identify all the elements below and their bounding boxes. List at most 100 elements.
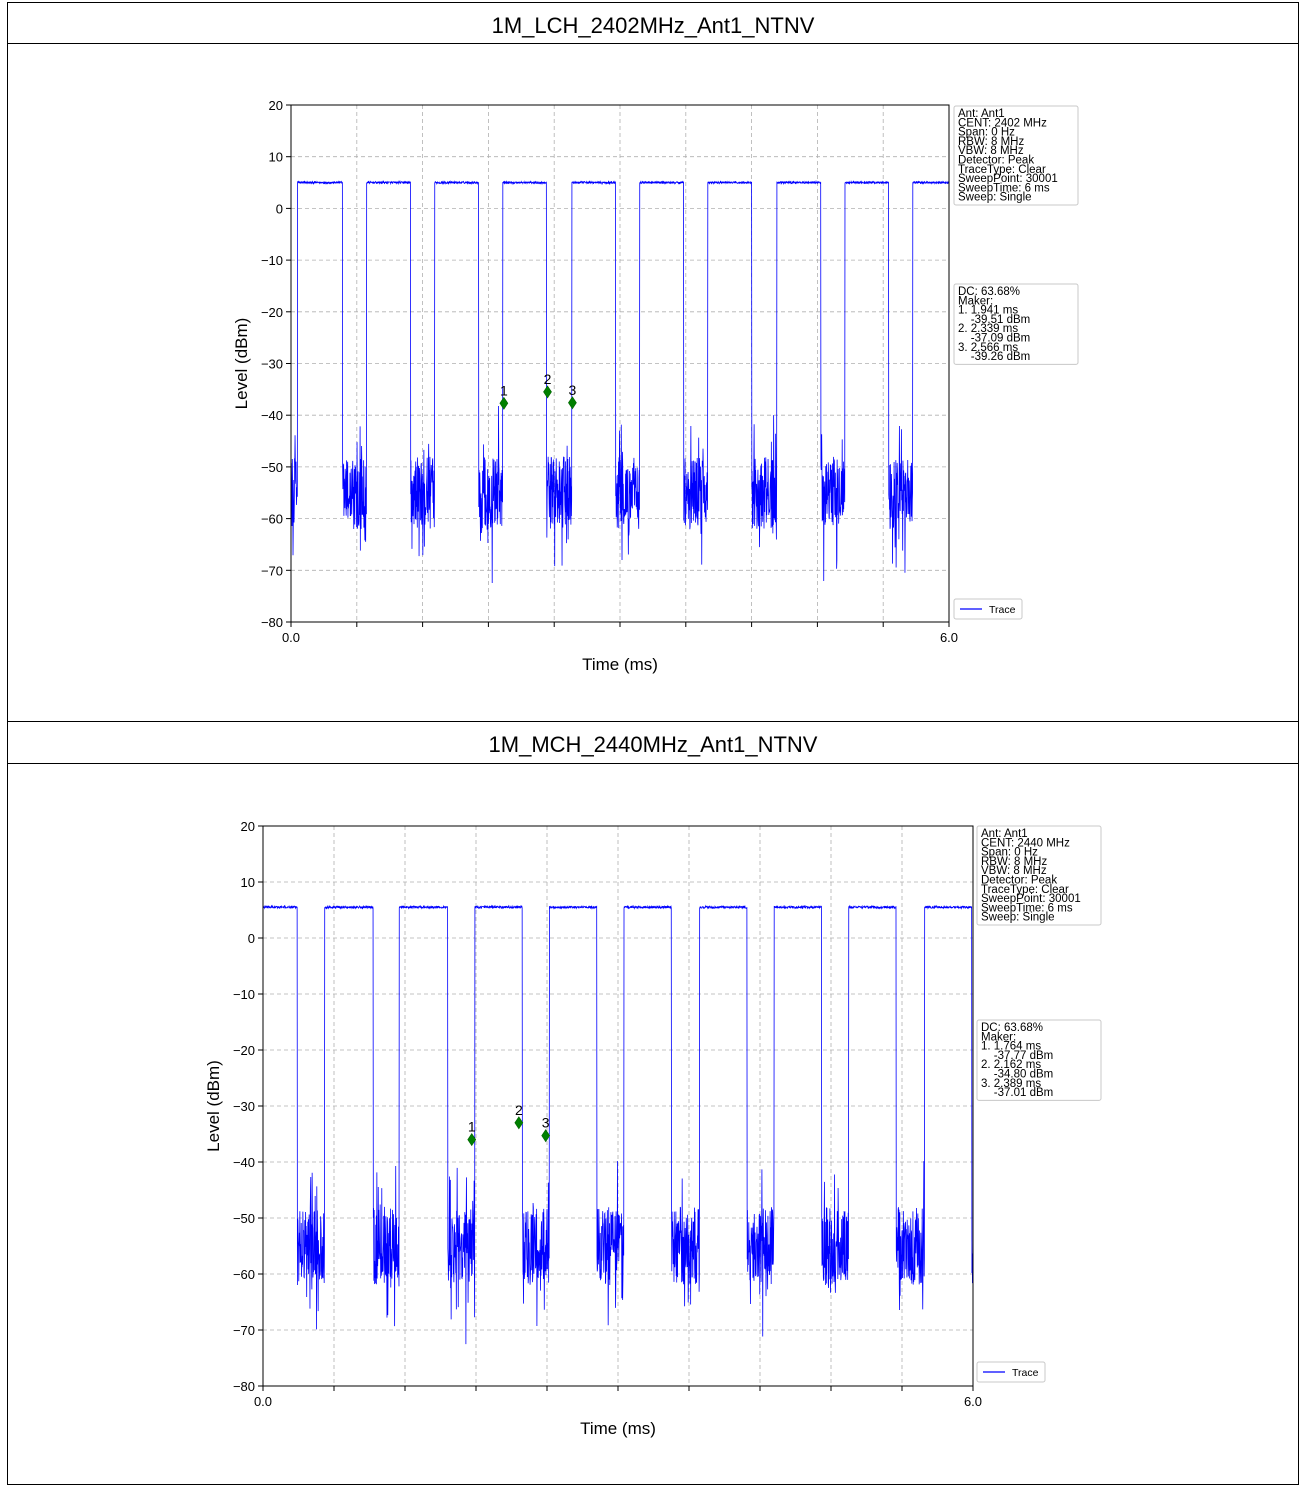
info-box-line: Ant: Ant1	[981, 828, 1028, 840]
info-box-line: RBW: 8 MHz	[958, 136, 1024, 148]
y-tick-label: −30	[233, 1099, 255, 1114]
chart-mch: 1 2 3 20 10 0 −10 −20 −30 −40 −50 −60 −70 −800.0 6.0 Ti…	[204, 819, 1102, 1438]
trace-line	[262, 904, 974, 1345]
marker-box-line: -37.77 dBm	[981, 1050, 1053, 1062]
info-box-line: RBW: 8 MHz	[981, 856, 1047, 868]
chart-title: 1M_LCH_2402MHz_Ant1_NTNV	[491, 13, 815, 38]
legend-label: Trace	[989, 604, 1016, 616]
marker-box-line: 3. 2.566 ms	[958, 342, 1018, 354]
info-box-line: VBW: 8 MHz	[981, 865, 1047, 877]
marker-box-line: -34.80 dBm	[981, 1069, 1053, 1081]
marker-box-frame	[976, 1019, 1102, 1101]
legend-label: Trace	[1012, 1367, 1039, 1379]
info-box-line: Sweep: Single	[958, 192, 1032, 204]
y-tick-label: 20	[241, 819, 255, 834]
y-tick-label: −70	[261, 563, 283, 578]
y-tick-label: −60	[261, 512, 283, 527]
info-box-line: Sweep: Single	[981, 912, 1055, 924]
y-tick-label: −10	[233, 987, 255, 1002]
marker-point	[499, 396, 509, 410]
info-box-line: SweepPoint: 30001	[958, 173, 1058, 185]
marker-point	[543, 385, 552, 399]
legend-frame	[976, 1361, 1046, 1383]
info-box-line: CENT: 2440 MHz	[981, 837, 1070, 849]
marker-label: 2	[515, 1102, 523, 1118]
y-tick-label: −40	[261, 408, 283, 423]
marker-label: 3	[542, 1115, 550, 1131]
marker-box-line: 2. 2.339 ms	[958, 323, 1018, 335]
marker-box-line: Maker:	[981, 1031, 1016, 1043]
info-box-line: SweepTime: 6 ms	[981, 902, 1073, 914]
y-tick-label: −20	[233, 1043, 255, 1058]
info-box-line: TraceType: Clear	[981, 884, 1069, 896]
marker-box-line: -39.26 dBm	[958, 351, 1030, 363]
y-tick-label: −80	[261, 615, 283, 630]
marker-point	[467, 1133, 477, 1147]
x-tick-label: 6.0	[964, 1394, 982, 1409]
report-table: 1M_LCH_2402MHz_Ant1_NTNV 1M_MCH_2440MHz_…	[7, 2, 1299, 1485]
info-box-line: Detector: Peak	[958, 155, 1034, 167]
y-tick-label: −60	[233, 1267, 255, 1282]
y-tick-label: −20	[261, 305, 283, 320]
divider	[8, 43, 1298, 44]
info-box-line: VBW: 8 MHz	[958, 145, 1024, 157]
info-box-frame	[953, 105, 1079, 206]
x-axis-label: Time (ms)	[582, 655, 658, 674]
trace-line	[290, 180, 950, 583]
divider	[8, 763, 1298, 764]
marker-point	[514, 1116, 524, 1130]
info-box-line: Span: 0 Hz	[958, 127, 1015, 139]
marker-box-frame	[953, 283, 1079, 365]
legend-frame	[953, 598, 1023, 620]
marker-box-line: 1. 1.764 ms	[981, 1041, 1041, 1053]
x-tick-label: 6.0	[940, 630, 958, 645]
y-tick-label: −40	[233, 1155, 255, 1170]
marker-box-line: Maker:	[958, 295, 993, 307]
y-tick-label: −10	[261, 253, 283, 268]
info-box-line: Ant: Ant1	[958, 108, 1005, 120]
info-box-line: SweepTime: 6 ms	[958, 182, 1050, 194]
divider	[8, 721, 1298, 722]
legend: Trace	[953, 598, 1023, 620]
marker-point	[568, 396, 577, 410]
y-tick-label: −50	[233, 1211, 255, 1226]
y-axis-label: Level (dBm)	[232, 318, 251, 410]
info-box-line: TraceType: Clear	[958, 164, 1046, 176]
y-tick-label: 20	[269, 98, 283, 113]
chart-title: 1M_MCH_2440MHz_Ant1_NTNV	[488, 732, 818, 757]
y-tick-label: −80	[233, 1379, 255, 1394]
marker-label: 3	[569, 382, 577, 398]
marker-box-line: 1. 1.941 ms	[958, 305, 1018, 317]
y-tick-label: 0	[276, 201, 283, 216]
marker-label: 1	[500, 382, 508, 398]
legend: Trace	[976, 1361, 1046, 1383]
y-tick-label: 10	[269, 150, 283, 165]
info-box-frame	[976, 825, 1102, 926]
info-box-line: Span: 0 Hz	[981, 847, 1038, 859]
marker-box-line: -39.51 dBm	[958, 314, 1030, 326]
marker-box: DC: 63.68%Maker:1. 1.764 ms -37.77 dBm2.…	[976, 1019, 1102, 1101]
marker-box-line: 3. 2.389 ms	[981, 1078, 1041, 1090]
chart-lch: 1 2 3 20 10 0 −10 −20 −30 −40 −50 −60 −70 −800.0 6.0 Ti…	[232, 98, 1079, 674]
marker-label: 1	[468, 1119, 476, 1135]
y-tick-label: 0	[248, 931, 255, 946]
marker-box-line: -37.09 dBm	[958, 333, 1030, 345]
y-tick-label: −70	[233, 1323, 255, 1338]
marker-label: 2	[544, 371, 552, 387]
marker-box-line: DC: 63.68%	[958, 286, 1020, 298]
y-tick-label: 10	[241, 875, 255, 890]
x-axis-label: Time (ms)	[580, 1419, 656, 1438]
info-box-line: CENT: 2402 MHz	[958, 117, 1047, 129]
y-tick-label: −30	[261, 357, 283, 372]
marker-box: DC: 63.68%Maker:1. 1.941 ms -39.51 dBm2.…	[953, 283, 1079, 365]
marker-box-line: 2. 2.162 ms	[981, 1059, 1041, 1071]
marker-box-line: DC: 63.68%	[981, 1022, 1043, 1034]
y-tick-label: −50	[261, 460, 283, 475]
info-box-line: SweepPoint: 30001	[981, 893, 1081, 905]
marker-point	[541, 1129, 551, 1143]
info-box-line: Detector: Peak	[981, 875, 1057, 887]
x-tick-label: 0.0	[282, 630, 300, 645]
marker-box-line: -37.01 dBm	[981, 1087, 1053, 1099]
